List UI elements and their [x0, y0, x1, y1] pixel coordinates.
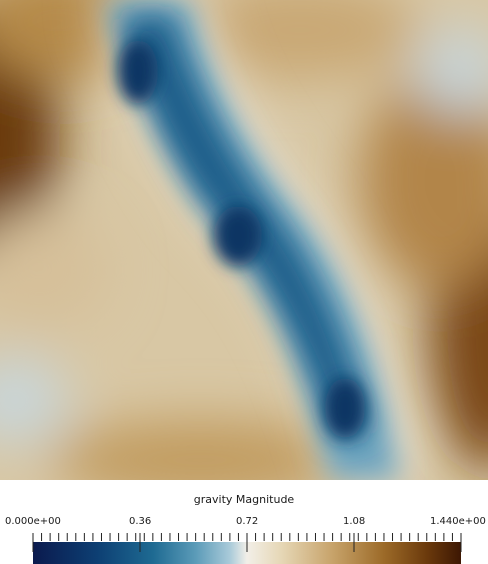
scalar-bar-tick-label: 0.000e+00	[5, 516, 61, 527]
scalar-bar-tick-label: 0.72	[236, 516, 259, 527]
scalar-bar: gravity Magnitude 0.000e+00 0.36 0.72 1.08 1…	[0, 480, 488, 564]
scalar-bar-tick-label: 1.08	[343, 516, 366, 527]
scalar-bar-graphic	[32, 533, 462, 564]
scalar-bar-tick-label: 0.36	[129, 516, 152, 527]
scalar-bar-ticks	[32, 533, 462, 552]
scalar-bar-title: gravity Magnitude	[193, 493, 295, 506]
gravity-magnitude-field	[0, 0, 488, 480]
scalar-bar-tick-label: 1.440e+00	[430, 516, 486, 527]
field-viewport[interactable]	[0, 0, 488, 480]
